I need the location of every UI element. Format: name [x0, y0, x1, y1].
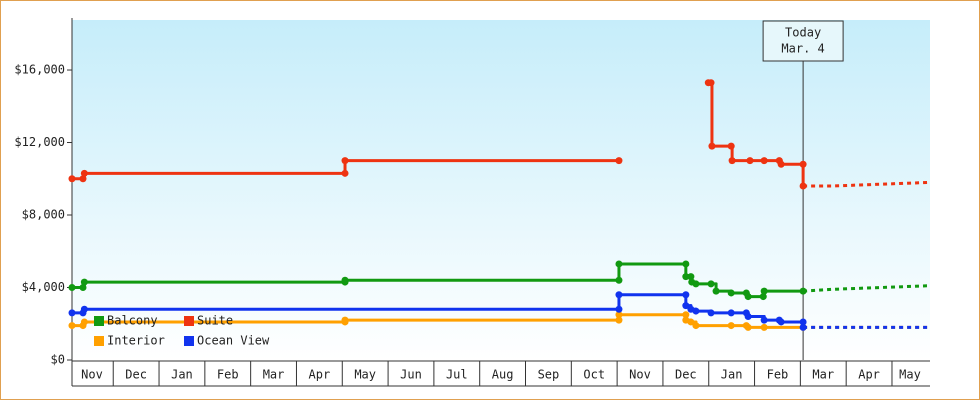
- price-point: [615, 305, 623, 313]
- today-label: Mar. 4: [781, 42, 824, 56]
- price-point: [727, 289, 735, 297]
- x-tick-label: Oct: [583, 368, 605, 382]
- legend-label: Suite: [197, 314, 233, 328]
- price-point: [615, 260, 623, 268]
- price-point: [682, 260, 690, 268]
- price-point: [615, 157, 623, 165]
- price-point: [68, 284, 76, 292]
- price-point: [777, 318, 785, 326]
- x-tick-label: Aug: [492, 368, 514, 382]
- price-point: [727, 142, 735, 150]
- series: [68, 291, 930, 331]
- x-tick-label: Nov: [81, 368, 103, 382]
- price-point: [760, 316, 768, 324]
- x-tick-label: Jan: [171, 368, 193, 382]
- x-tick-label: Feb: [767, 368, 789, 382]
- legend-swatch: [94, 316, 104, 326]
- price-point: [615, 276, 623, 284]
- x-tick-label: Mar: [263, 368, 285, 382]
- legend-swatch: [184, 336, 194, 346]
- series: [68, 260, 931, 301]
- price-point: [682, 311, 690, 319]
- x-tick-label: Apr: [858, 368, 880, 382]
- price-point: [80, 318, 88, 326]
- price-point: [692, 280, 700, 288]
- price-point: [79, 284, 87, 292]
- legend-label: Ocean View: [197, 334, 270, 348]
- price-point: [80, 278, 88, 286]
- x-tick-label: Jul: [446, 368, 468, 382]
- price-point: [744, 293, 752, 301]
- x-tick-label: Nov: [629, 368, 651, 382]
- price-point: [615, 291, 623, 299]
- legend-swatch: [94, 336, 104, 346]
- x-tick-label: Feb: [217, 368, 239, 382]
- price-point: [341, 276, 349, 284]
- legend-label: Balcony: [107, 314, 158, 328]
- price-point: [687, 318, 695, 326]
- price-point: [80, 169, 88, 177]
- x-tick-label: Dec: [675, 368, 697, 382]
- x-tick-label: Dec: [125, 368, 147, 382]
- price-point: [708, 142, 716, 150]
- x-tick-label: May: [354, 368, 376, 382]
- price-point: [692, 307, 700, 315]
- price-point: [744, 323, 752, 331]
- legend-label: Interior: [107, 334, 165, 348]
- price-point: [760, 323, 768, 331]
- price-point: [760, 287, 768, 295]
- price-point: [687, 273, 695, 281]
- today-label: Today: [785, 26, 821, 40]
- x-tick-label: May: [899, 368, 921, 382]
- price-point: [615, 311, 623, 319]
- price-point: [707, 309, 715, 317]
- price-point: [727, 322, 735, 330]
- x-tick-label: Sep: [538, 368, 560, 382]
- price-point: [777, 160, 785, 168]
- price-point: [80, 305, 88, 313]
- legend-swatch: [184, 316, 194, 326]
- price-point: [707, 280, 715, 288]
- price-point: [79, 175, 87, 183]
- price-point: [746, 157, 754, 165]
- y-tick-label: $12,000: [14, 135, 65, 149]
- series: [68, 79, 931, 190]
- price-point: [682, 302, 690, 310]
- price-point: [341, 316, 349, 324]
- price-point: [68, 309, 76, 317]
- projection-line: [803, 180, 931, 188]
- plot-area: [72, 20, 930, 360]
- x-tick-label: Mar: [812, 368, 834, 382]
- x-tick-label: Jun: [400, 368, 422, 382]
- price-point: [68, 322, 76, 330]
- price-point: [799, 318, 807, 326]
- price-point: [707, 79, 715, 87]
- projection-line: [803, 284, 931, 293]
- today-box: [762, 20, 844, 62]
- y-tick-label: $0: [51, 353, 65, 367]
- price-point: [341, 157, 349, 165]
- price-point: [799, 160, 807, 168]
- price-point: [712, 287, 720, 295]
- price-point: [341, 169, 349, 177]
- price-point: [68, 175, 76, 183]
- price-point: [759, 293, 767, 301]
- price-point: [728, 157, 736, 165]
- price-point: [760, 157, 768, 165]
- price-point: [744, 313, 752, 321]
- y-tick-label: $16,000: [14, 63, 65, 77]
- price-point: [682, 273, 690, 281]
- x-tick-label: Jan: [721, 368, 743, 382]
- price-point: [682, 291, 690, 299]
- y-tick-label: $8,000: [22, 208, 65, 222]
- price-point: [727, 309, 735, 317]
- y-tick-label: $4,000: [22, 280, 65, 294]
- price-point: [692, 322, 700, 330]
- price-point: [615, 316, 623, 324]
- x-tick-label: Apr: [309, 368, 331, 382]
